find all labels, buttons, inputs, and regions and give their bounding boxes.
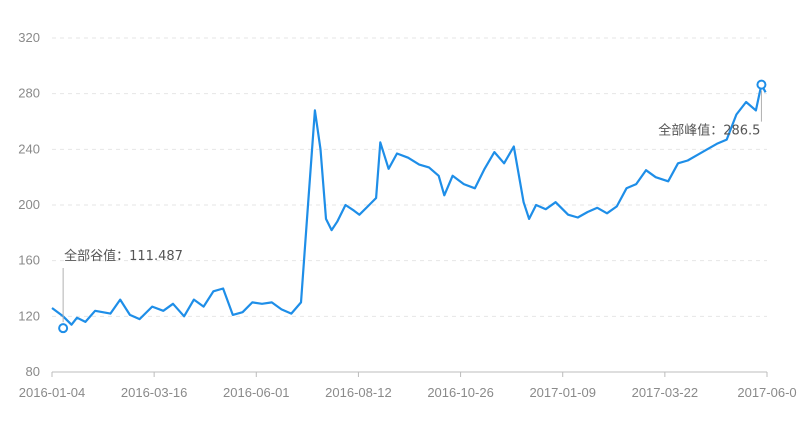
x-tick-label: 2016-01-04 (19, 385, 86, 400)
y-tick-label: 320 (18, 30, 40, 45)
y-tick-label: 200 (18, 197, 40, 212)
valley-annotation-label: 全部谷值：111.487 (64, 248, 183, 264)
x-tick-label: 2017-06-0 (737, 385, 796, 400)
y-axis: 80 120 160 200 240 280 320 (18, 30, 40, 379)
annotations: 全部谷值：111.487 全部峰值：286.5 (58, 79, 767, 334)
x-tick-label: 2017-01-09 (529, 385, 596, 400)
valley-marker (58, 323, 69, 334)
x-tick-label: 2016-03-16 (121, 385, 188, 400)
series-line (51, 83, 767, 326)
x-tick-label: 2016-08-12 (325, 385, 392, 400)
gridlines (52, 37, 767, 317)
y-tick-label: 240 (18, 141, 40, 156)
y-tick-label: 80 (26, 364, 40, 379)
x-tick-label: 2017-03-22 (632, 385, 699, 400)
peak-annotation-label: 全部峰值：286.5 (658, 123, 760, 139)
x-tick-label: 2016-06-01 (223, 385, 290, 400)
x-tick-label: 2016-10-26 (427, 385, 494, 400)
peak-marker (756, 79, 767, 90)
y-tick-label: 120 (18, 308, 40, 323)
x-axis: 2016-01-04 2016-03-16 2016-06-01 2016-08-12… (19, 371, 797, 400)
y-tick-label: 280 (18, 86, 40, 101)
y-tick-label: 160 (18, 253, 40, 268)
series-group (51, 83, 767, 326)
